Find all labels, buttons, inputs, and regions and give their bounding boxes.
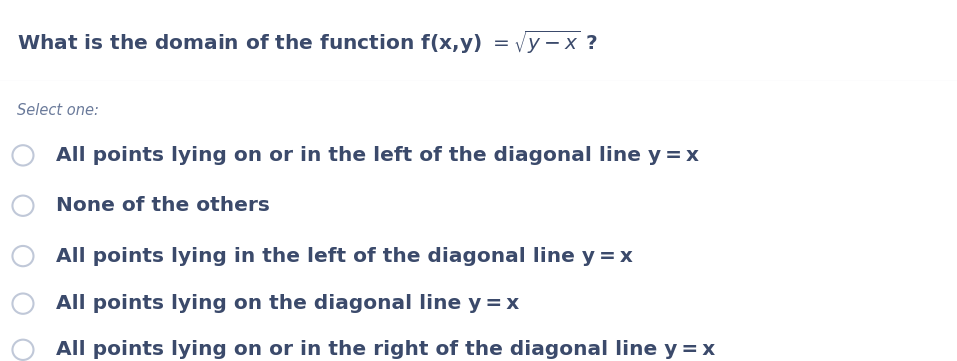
Text: All points lying in the left of the diagonal line y = x: All points lying in the left of the diag… — [56, 247, 633, 266]
Text: All points lying on or in the left of the diagonal line y = x: All points lying on or in the left of th… — [56, 146, 699, 165]
Text: All points lying on or in the right of the diagonal line y = x: All points lying on or in the right of t… — [56, 340, 715, 359]
Text: None of the others: None of the others — [56, 196, 269, 215]
Text: All points lying on the diagonal line y = x: All points lying on the diagonal line y … — [56, 294, 519, 313]
Text: Select one:: Select one: — [17, 103, 100, 118]
Text: What is the domain of the function f(x,y) $= \sqrt{y-x}$ ?: What is the domain of the function f(x,y… — [17, 29, 598, 56]
